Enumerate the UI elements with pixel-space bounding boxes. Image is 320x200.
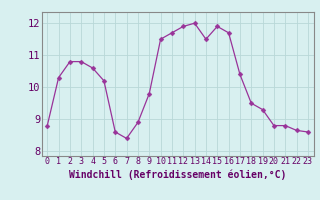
X-axis label: Windchill (Refroidissement éolien,°C): Windchill (Refroidissement éolien,°C) <box>69 169 286 180</box>
